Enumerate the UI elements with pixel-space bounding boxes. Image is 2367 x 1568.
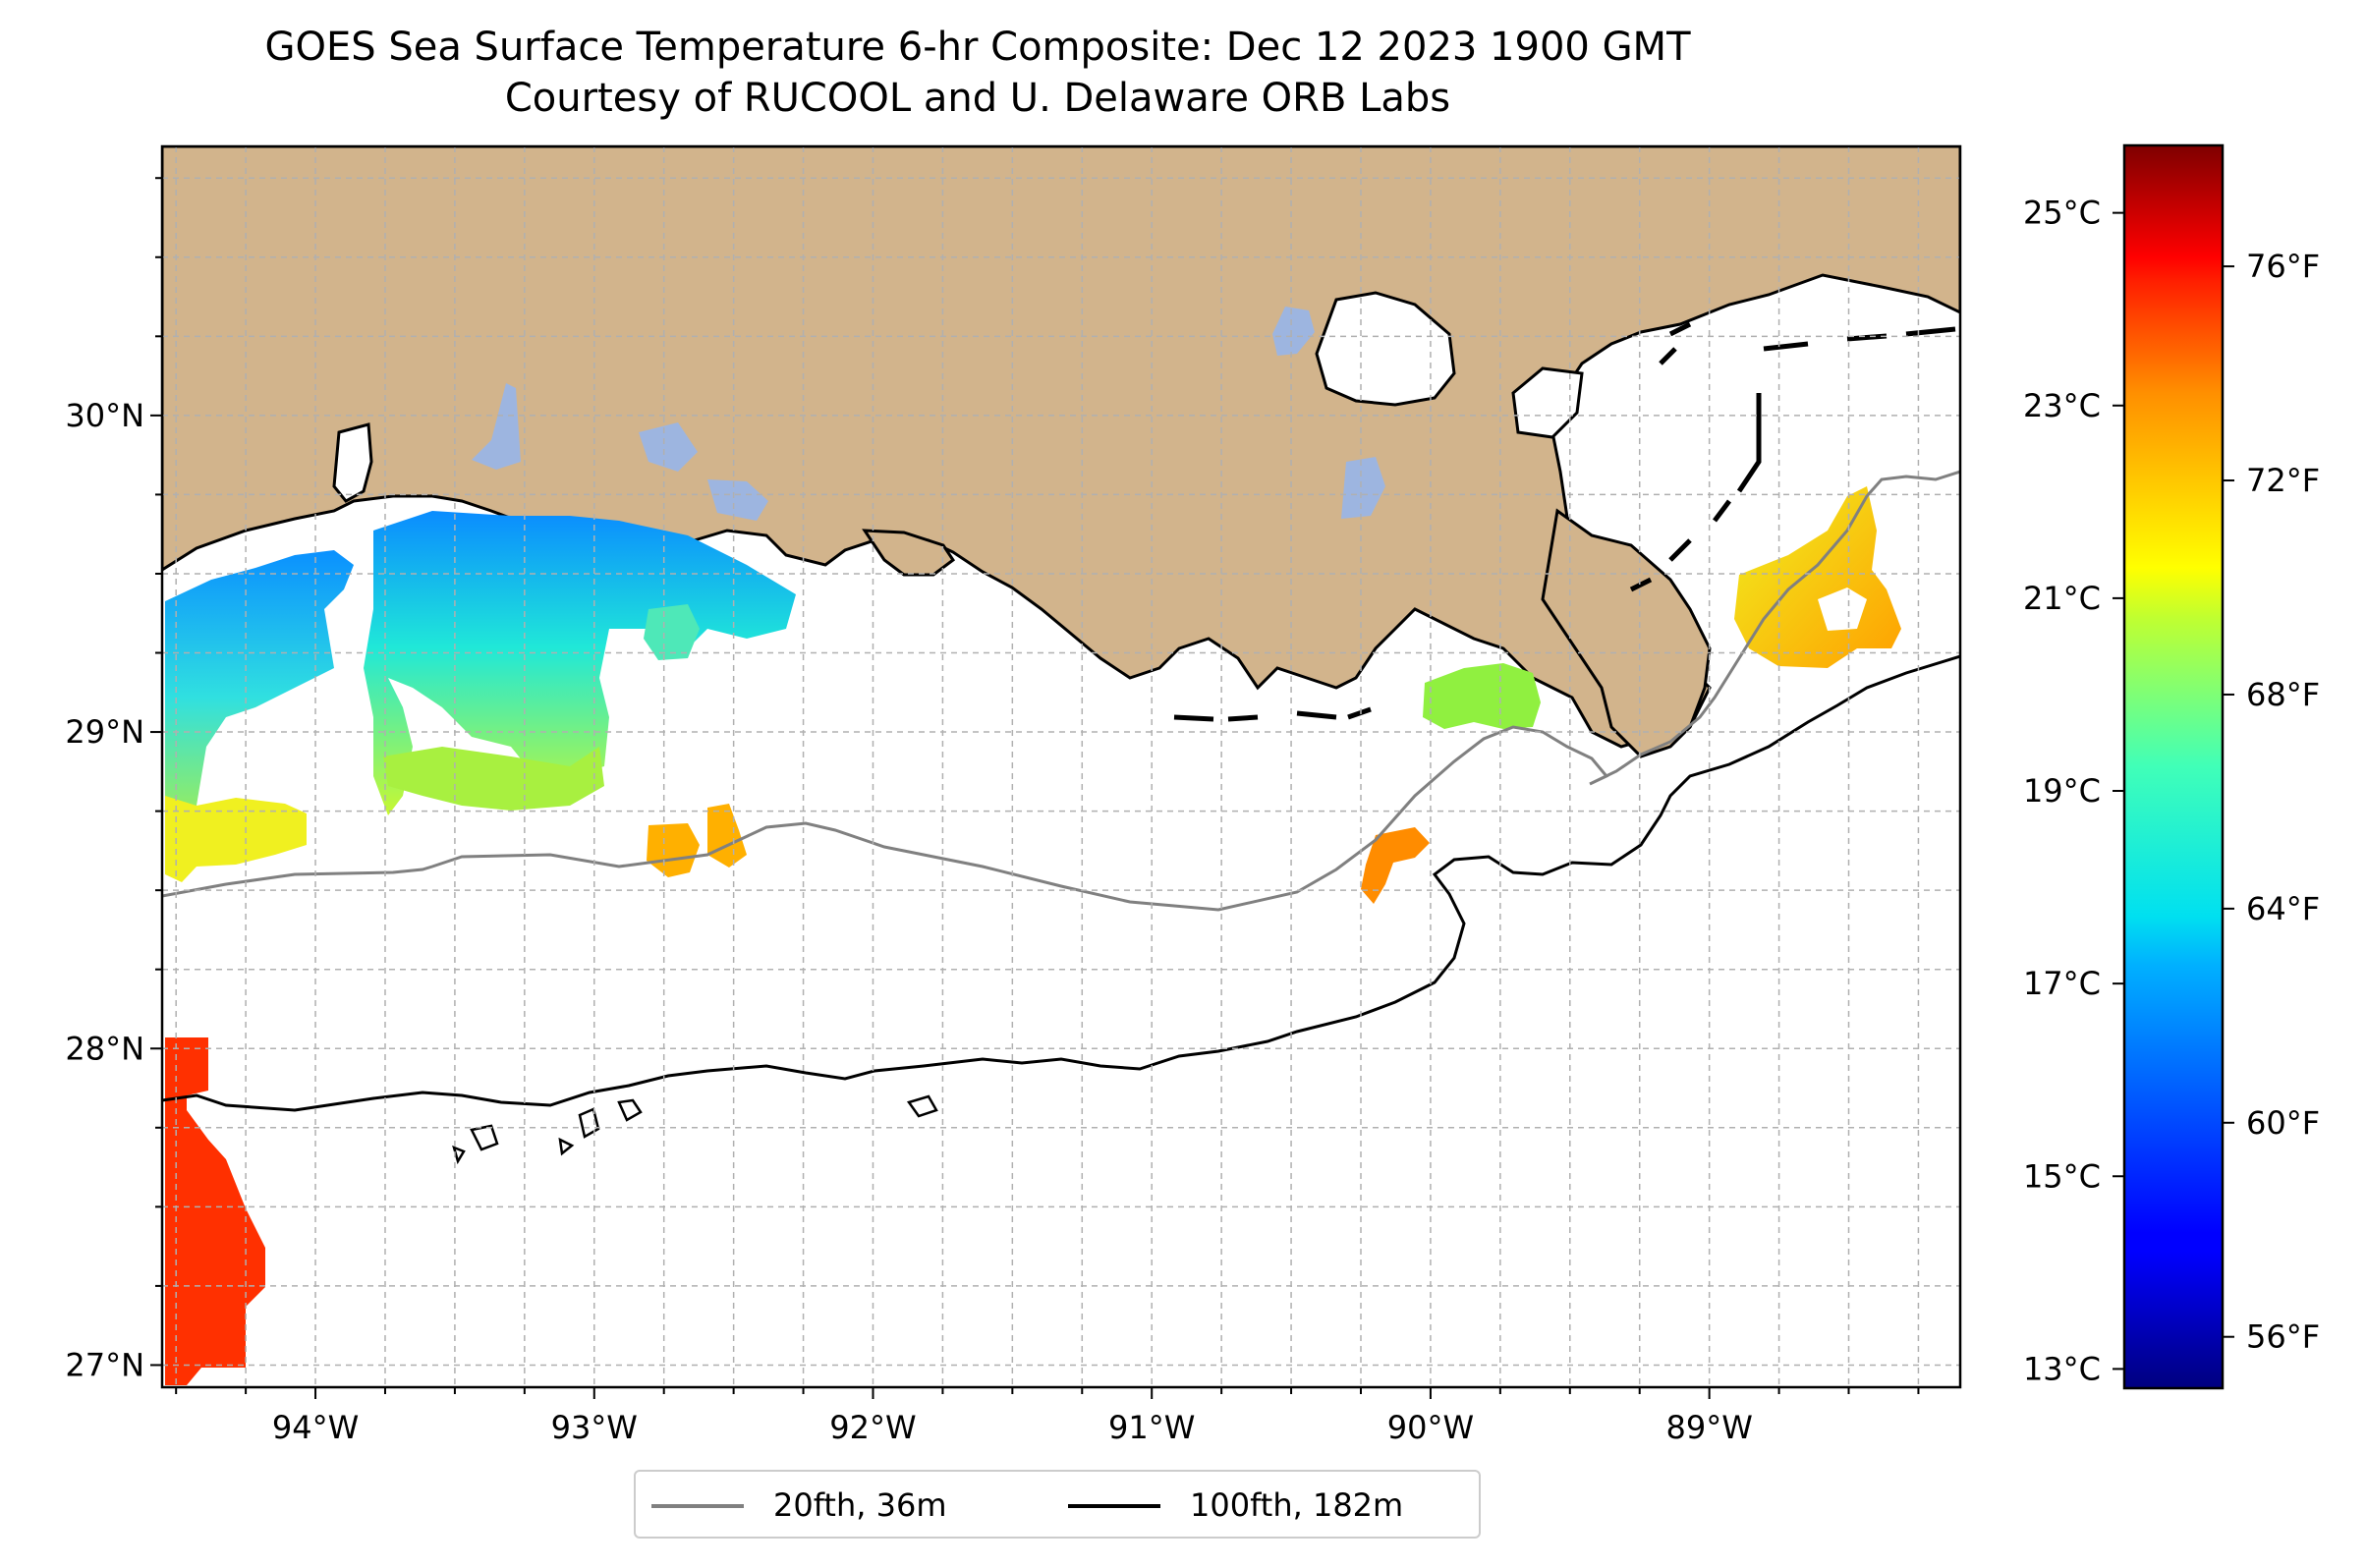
colorbar-celsius-label: 23°C [2023, 387, 2101, 424]
colorbar-ticks [2113, 211, 2234, 1371]
legend-label: 100fth, 182m [1190, 1486, 1404, 1524]
sst-patch-terrebonne [1361, 827, 1430, 904]
colorbar-fahrenheit-label: 76°F [2246, 248, 2320, 285]
lat-tick-label: 28°N [65, 1030, 144, 1067]
chart-subtitle: Courtesy of RUCOOL and U. Delaware ORB L… [504, 76, 1451, 121]
colorbar [2122, 143, 2225, 1390]
sst-patch-southwest-red [165, 1037, 265, 1385]
lake-borgne [1511, 366, 1584, 439]
colorbar-fahrenheit-label: 60°F [2246, 1104, 2320, 1142]
sst-patch-marsh-island [644, 604, 700, 660]
lon-tick-label: 92°W [829, 1409, 916, 1446]
sst-patch-chandeleur [1734, 486, 1901, 668]
map-frame [160, 144, 1962, 1389]
colorbar-celsius-label: 15°C [2023, 1157, 2101, 1195]
sst-patch-west-coast [165, 550, 354, 845]
lon-tick-label: 89°W [1665, 1409, 1752, 1446]
lon-tick-label: 93°W [551, 1409, 638, 1446]
lake-pontchartrain [1315, 291, 1456, 407]
legend-swatch-black [1068, 1504, 1160, 1508]
legend-label: 20fth, 36m [773, 1486, 947, 1524]
lon-tick-label: 91°W [1108, 1409, 1195, 1446]
contour-20fth [162, 470, 1960, 912]
lake-maurepas [1272, 307, 1315, 356]
lon-tick-labels: 94°W 93°W 92°W 91°W 90°W 89°W [272, 1409, 1753, 1446]
colorbar-celsius-label: 21°C [2023, 580, 2101, 617]
barrier-islands [1173, 706, 1372, 722]
lake-white [472, 383, 521, 470]
colorbar-celsius-labels: 25°C 23°C 21°C 19°C 17°C 15°C 13°C [2023, 195, 2101, 1388]
sst-patch-delta-green [1423, 663, 1541, 729]
colorbar-fahrenheit-label: 68°F [2246, 676, 2320, 713]
lat-tick-label: 27°N [65, 1346, 144, 1383]
island-chain [1629, 321, 1956, 592]
lake-calcasieu [332, 422, 373, 503]
colorbar-fahrenheit-label: 64°F [2246, 890, 2320, 927]
colorbar-celsius-label: 17°C [2023, 965, 2101, 1002]
sst-patch-yellow-west [165, 796, 307, 882]
contour-100fth [162, 654, 1960, 1112]
legend: 20fth, 36m 100fth, 182m [634, 1470, 1481, 1539]
lat-tick-label: 29°N [65, 713, 144, 751]
lat-tick-label: 30°N [65, 397, 144, 434]
sst-patch-chandeleur-gap [1818, 588, 1867, 631]
lon-tick-label: 94°W [272, 1409, 359, 1446]
lake-grand [639, 422, 698, 472]
colorbar-fahrenheit-labels: 76°F 72°F 68°F 64°F 60°F 56°F [2246, 248, 2320, 1356]
colorbar-celsius-label: 19°C [2023, 772, 2101, 810]
land-delta-lobe [1541, 508, 1712, 758]
sst-patch-cameron [364, 511, 796, 815]
legend-swatch-gray [651, 1504, 744, 1508]
lat-tick-labels: 30°N 29°N 28°N 27°N [65, 397, 144, 1384]
map-axis-ticks [150, 177, 1920, 1399]
sst-patch-green-west [383, 747, 604, 811]
chart-title: GOES Sea Surface Temperature 6-hr Compos… [264, 25, 1691, 70]
colorbar-fahrenheit-label: 72°F [2246, 462, 2320, 499]
colorbar-celsius-label: 25°C [2023, 195, 2101, 232]
lon-tick-label: 90°W [1387, 1409, 1474, 1446]
map-grid [162, 146, 1960, 1387]
lake-salvador [707, 479, 768, 521]
colorbar-celsius-label: 13°C [2023, 1350, 2101, 1387]
lake-verret [1341, 457, 1385, 519]
land-vermilion-point [862, 529, 956, 577]
colorbar-fahrenheit-label: 56°F [2246, 1318, 2320, 1356]
contour-seamounts [452, 1094, 938, 1165]
